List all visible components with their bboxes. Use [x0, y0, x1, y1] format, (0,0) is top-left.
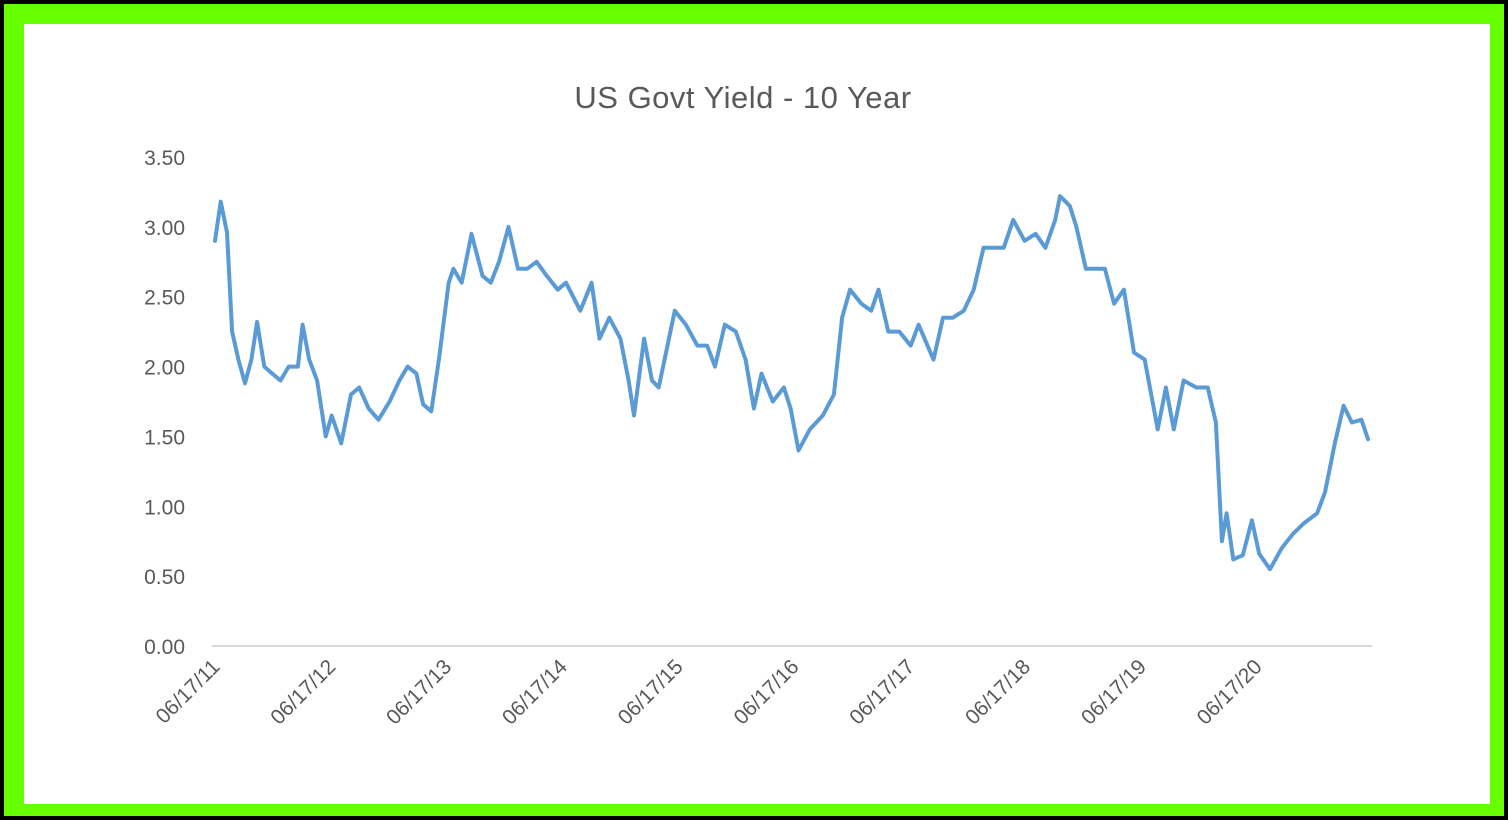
x-tick-label: 06/17/16 [729, 655, 803, 729]
chart-panel [24, 24, 1490, 804]
y-tick-label: 2.00 [144, 357, 185, 380]
x-tick-label: 06/17/19 [1077, 655, 1151, 729]
yield-series-line [213, 194, 1370, 572]
y-tick-label: 3.50 [144, 147, 185, 170]
y-axis-ticks: 0.00 0.50 1.00 1.50 2.00 2.50 3.00 3.50 [144, 147, 185, 659]
x-tick-label: 06/17/18 [961, 655, 1035, 729]
y-tick-label: 1.00 [144, 496, 185, 519]
y-tick-label: 3.00 [144, 217, 185, 240]
x-tick-label: 06/17/14 [498, 655, 572, 729]
y-tick-label: 1.50 [144, 426, 185, 449]
x-tick-label: 06/17/15 [614, 655, 688, 729]
x-axis-ticks: 06/17/11 06/17/12 06/17/13 06/17/14 06/17/15… [152, 655, 1267, 729]
chart-title: US Govt Yield - 10 Year [574, 80, 912, 115]
x-tick-label: 06/17/13 [382, 655, 456, 729]
y-tick-label: 0.00 [144, 636, 185, 659]
x-tick-label: 06/17/17 [845, 655, 919, 729]
x-tick-label: 06/17/11 [152, 655, 225, 728]
x-tick-label: 06/17/12 [266, 655, 340, 729]
y-tick-label: 2.50 [144, 287, 185, 310]
y-tick-label: 0.50 [144, 566, 185, 589]
x-tick-label: 06/17/20 [1193, 655, 1267, 729]
